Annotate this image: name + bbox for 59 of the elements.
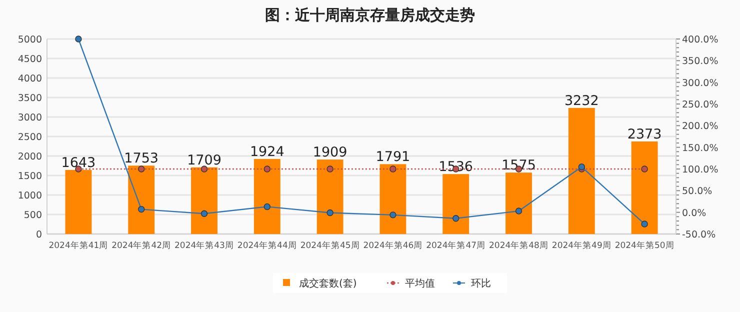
y-tick-label: 0 [36, 230, 42, 240]
x-tick-label: 2024年第45周 [300, 240, 360, 251]
data-label: 2373 [627, 126, 662, 142]
y-tick-label: 500 [24, 210, 42, 221]
y2-tick-label: 100.0% [682, 164, 718, 176]
point [264, 203, 270, 210]
data-label: 1909 [312, 144, 348, 161]
y-tick-label: 4500 [18, 54, 42, 65]
y2-tick-label: 300.0% [682, 78, 718, 89]
x-tick-label: 2024年第44周 [237, 240, 297, 251]
y-tick-label: 4000 [18, 74, 42, 84]
x-tick-label: 2024年第42周 [112, 240, 172, 251]
legend-label: 平均值 [405, 278, 435, 290]
point [515, 208, 522, 214]
y2-tick-label: 350.0% [682, 56, 718, 68]
legend-label: 环比 [471, 278, 491, 290]
y-tick-label: 1500 [18, 171, 42, 182]
y2-tick-label: -50.0% [682, 230, 716, 240]
x-tick-label: 2024年第43周 [174, 240, 234, 251]
point [138, 166, 145, 172]
y-tick-label: 3500 [18, 93, 42, 104]
point [578, 163, 585, 170]
x-tick-label: 2024年第50周 [614, 240, 674, 251]
point [326, 166, 334, 172]
x-tick-label: 2024年第49周 [552, 240, 612, 251]
y2-tick-label: 150.0% [682, 142, 718, 154]
data-label: 1791 [376, 149, 410, 166]
x-tick-label: 2024年第46周 [363, 240, 423, 251]
y2-tick-label: 400.0% [682, 34, 718, 46]
point [200, 210, 208, 217]
y-tick-label: 5000 [18, 34, 42, 46]
data-label: 3232 [564, 92, 599, 109]
point [326, 209, 334, 216]
point [641, 220, 648, 228]
data-label: 1709 [187, 152, 222, 168]
point [390, 166, 396, 172]
point [75, 36, 82, 42]
chart-title: 图：近十周南京存量房成交走势 [265, 6, 475, 24]
data-label: 1753 [124, 150, 159, 167]
y2-tick-label: 200.0% [682, 121, 718, 132]
y2-tick-label: 250.0% [682, 100, 718, 110]
data-label: 1924 [250, 144, 284, 160]
point [138, 206, 145, 213]
point [452, 215, 460, 222]
y-tick-label: 1000 [18, 190, 42, 202]
point [641, 166, 648, 172]
x-tick-label: 2024年第48周 [489, 240, 548, 251]
y2-tick-label: 50.0% [682, 186, 712, 198]
x-tick-label: 2024年第47周 [426, 240, 486, 251]
y-tick-label: 2000 [18, 152, 42, 162]
data-label: 1643 [61, 154, 96, 171]
y-tick-label: 2500 [18, 132, 42, 143]
legend-label: 成交套数(套) [299, 278, 357, 290]
y2-tick-label: 0.0% [682, 208, 706, 219]
y-tick-label: 3000 [18, 112, 42, 124]
point [200, 166, 208, 172]
point [264, 166, 270, 172]
point [390, 212, 396, 218]
x-tick-label: 2024年第41周 [48, 240, 108, 251]
